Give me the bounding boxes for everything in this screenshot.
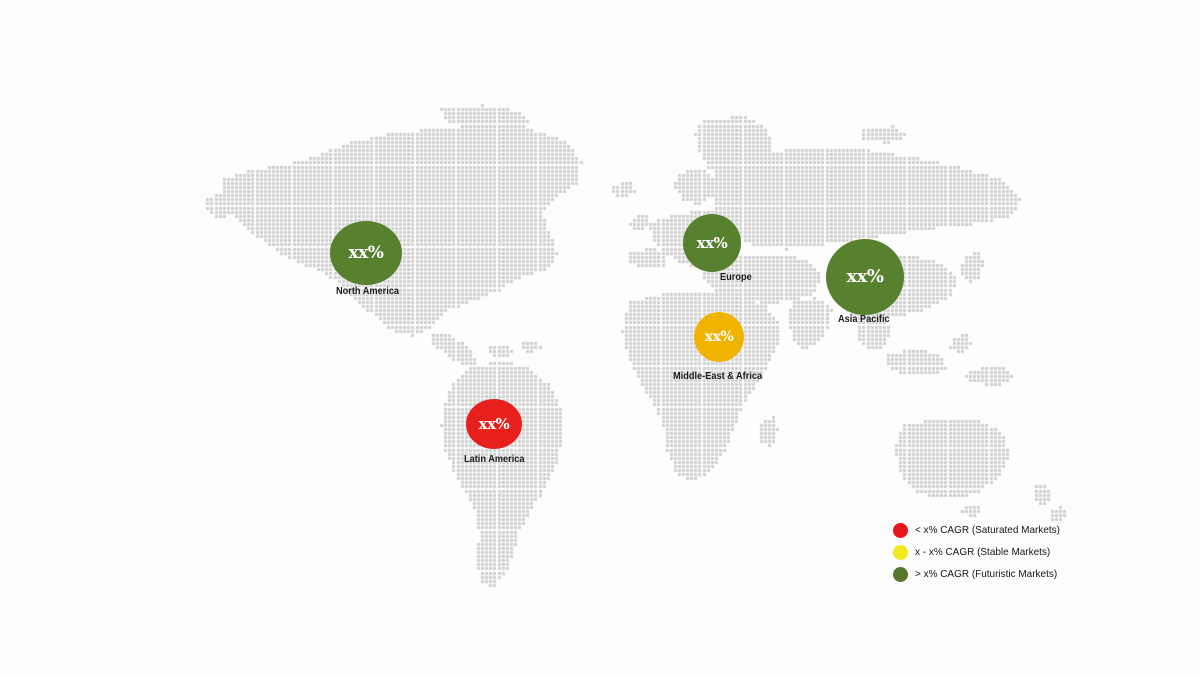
region-label-latin-america: Latin America bbox=[464, 454, 525, 465]
region-bubble-north-america[interactable]: xx% bbox=[330, 221, 402, 285]
region-value-europe: xx% bbox=[696, 233, 728, 252]
region-bubble-europe[interactable]: xx% bbox=[683, 214, 741, 272]
region-label-middle-east-africa: Middle-East & Africa bbox=[673, 371, 763, 382]
region-value-north-america: xx% bbox=[348, 242, 384, 263]
region-label-north-america: North America bbox=[336, 286, 400, 297]
region-bubble-asia-pacific[interactable]: xx% bbox=[826, 239, 904, 315]
region-bubble-middle-east-africa[interactable]: xx% bbox=[694, 312, 744, 362]
green-dot-icon bbox=[893, 566, 908, 582]
yellow-dot-icon bbox=[893, 544, 908, 560]
legend-item-stable[interactable]: x - x% CAGR (Stable Markets) bbox=[893, 541, 1068, 563]
legend-label-stable: x - x% CAGR (Stable Markets) bbox=[915, 546, 1051, 558]
region-label-europe: Europe bbox=[720, 272, 752, 283]
region-label-asia-pacific: Asia Pacific bbox=[838, 314, 890, 325]
red-dot-icon bbox=[893, 522, 908, 538]
region-value-middle-east-africa: xx% bbox=[704, 329, 734, 345]
legend-label-saturated: < x% CAGR (Saturated Markets) bbox=[915, 524, 1060, 536]
region-value-asia-pacific: xx% bbox=[846, 266, 884, 287]
legend-item-futuristic[interactable]: > x% CAGR (Futuristic Markets) bbox=[893, 563, 1068, 585]
legend-item-saturated[interactable]: < x% CAGR (Saturated Markets) bbox=[893, 519, 1068, 541]
region-bubble-latin-america[interactable]: xx% bbox=[466, 399, 522, 449]
region-value-latin-america: xx% bbox=[478, 414, 510, 433]
cagr-legend: < x% CAGR (Saturated Markets) x - x% CAGR… bbox=[893, 519, 1068, 585]
legend-label-futuristic: > x% CAGR (Futuristic Markets) bbox=[915, 568, 1058, 580]
